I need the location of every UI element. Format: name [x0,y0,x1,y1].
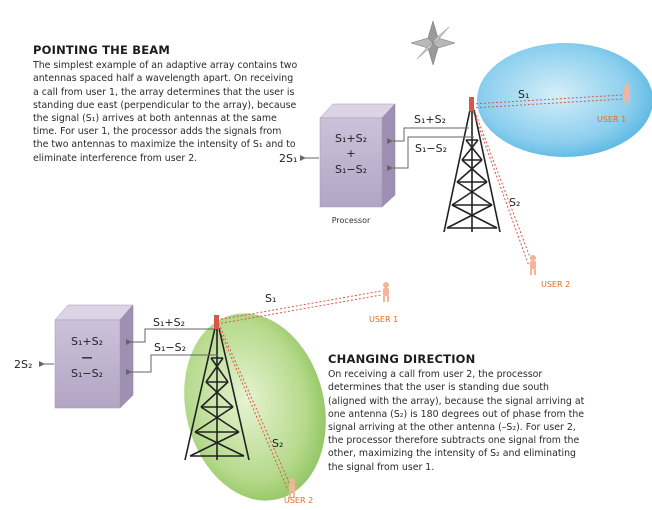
section-heading-pointing-beam: POINTING THE BEAM [33,43,170,57]
processor-box-top [319,103,396,208]
pointing-beam-text: POINTING THE BEAM The simplest example o… [33,43,298,165]
processor-diff-label: S₁−S₂ [335,163,367,176]
signal-lines-bottom [216,290,382,491]
processor-caption: Processor [332,216,371,225]
antenna-tower-bottom [184,327,250,461]
wire-label-sum-bottom: S₁+S₂ [153,316,185,329]
person-icon-user1 [624,84,630,104]
output-label-2s2: 2S₂ [14,358,32,371]
processor-minus-sign: — [82,351,93,364]
wires-top [300,127,474,171]
person-icon-user2-bottom [289,478,295,498]
beam-lobe-user2 [184,313,326,501]
compass-rose-icon [410,20,456,66]
processor-plus-sign: + [346,147,355,160]
changing-direction-text: CHANGING DIRECTION On receiving a call f… [328,352,590,474]
user2-label-top: USER 2 [541,280,570,289]
section-body-pointing-beam: The simplest example of an adaptive arra… [33,60,298,164]
wire-label-diff-top: S₁−S₂ [415,142,447,155]
beam-lobe-user1 [477,43,652,157]
wires-bottom [39,328,218,375]
antenna-tower-top [443,109,501,233]
user2-label-bottom: USER 2 [284,496,313,505]
antenna-element-bottom [214,315,219,329]
user1-label-bottom: USER 1 [369,315,398,324]
signal-lines-top [471,94,623,267]
beam-label-s2: S₂ [272,437,283,450]
processor-sum-label-bottom: S₁+S₂ [71,335,103,348]
person-icon-user2 [530,255,536,275]
wire-label-sum-top: S₁+S₂ [414,113,446,126]
signal-label-s2-top: S₂ [509,196,520,209]
person-icon-user1-bottom [383,282,389,302]
signal-label-s1-bottom: S₁ [265,292,276,305]
output-label-2s1: 2S₁ [279,152,297,165]
antenna-element-top [469,97,474,111]
section-body-changing-direction: On receiving a call from user 2, the pro… [328,369,585,473]
wire-label-diff-bottom: S₁−S₂ [154,341,186,354]
section-heading-changing-direction: CHANGING DIRECTION [328,352,476,366]
processor-diff-label-bottom: S₁−S₂ [71,367,103,380]
beam-label-s1: S₁ [518,88,529,101]
processor-box-bottom [54,304,134,409]
user1-label-top: USER 1 [597,115,626,124]
processor-sum-label: S₁+S₂ [335,132,367,145]
